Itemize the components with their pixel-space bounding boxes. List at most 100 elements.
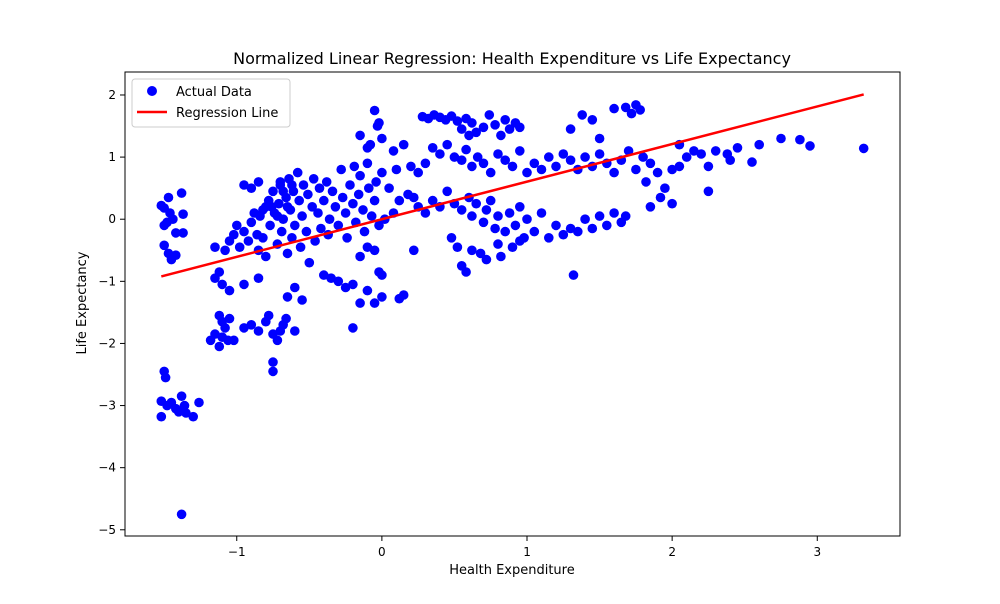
scatter-point (522, 214, 532, 224)
scatter-point (229, 335, 239, 346)
scatter-point (369, 195, 380, 206)
scatter-point (272, 335, 283, 346)
legend-box (131, 78, 291, 128)
scatter-point (220, 245, 230, 256)
scatter-point (478, 158, 489, 169)
scatter-point (301, 226, 312, 237)
scatter-point (467, 161, 477, 172)
scatter-point (355, 251, 365, 262)
plot-frame (124, 71, 901, 537)
scatter-point (461, 267, 471, 277)
legend-scatter-marker (147, 86, 157, 96)
scatter-point (265, 220, 275, 231)
scatter-point (364, 183, 374, 193)
scatter-point (268, 357, 278, 367)
scatter-point (485, 195, 496, 206)
scatter-point (268, 186, 278, 197)
scatter-point (310, 236, 320, 246)
scatter-point (504, 208, 515, 218)
scatter-point (493, 149, 503, 159)
scatter-point (427, 143, 438, 153)
scatter-point (348, 323, 358, 333)
scatter-point (239, 279, 249, 290)
scatter-point (246, 320, 257, 330)
scatter-point (374, 118, 384, 128)
scatter-point (565, 155, 576, 165)
scatter-point (282, 202, 293, 212)
scatter-point (776, 133, 786, 144)
scatter-point (178, 228, 188, 238)
chart-title: Normalized Linear Regression: Health Exp… (233, 49, 791, 68)
scatter-point (398, 290, 409, 300)
scatter-point (239, 323, 249, 333)
scatter-point (452, 242, 463, 252)
scatter-point (355, 130, 365, 141)
scatter-point (638, 152, 648, 162)
scatter-point (349, 161, 360, 172)
scatter-point (388, 146, 399, 156)
scatter-point (342, 233, 352, 243)
scatter-point (594, 211, 605, 221)
scatter-point (278, 186, 289, 197)
scatter-point (496, 251, 506, 262)
scatter-point (224, 285, 235, 296)
y-tick-label: −3 (98, 399, 116, 413)
scatter-point (333, 220, 344, 231)
scatter-point (725, 155, 735, 165)
scatter-point (290, 282, 300, 293)
scatter-point (464, 130, 474, 141)
scatter-point (568, 270, 579, 280)
y-tick-label: −1 (98, 274, 116, 288)
scatter-point (456, 124, 467, 134)
scatter-point (214, 341, 225, 352)
scatter-point (577, 110, 587, 120)
scatter-point (515, 236, 525, 246)
scatter-point (282, 292, 293, 302)
scatter-point (620, 102, 631, 113)
scatter-point (178, 209, 188, 219)
scatter-point (500, 115, 511, 125)
scatter-point (754, 139, 764, 150)
scatter-point (156, 411, 167, 422)
scatter-point (171, 250, 181, 260)
scatter-point (321, 177, 332, 187)
scatter-point (358, 205, 368, 215)
scatter-point (340, 208, 351, 218)
scatter-point (374, 220, 384, 231)
scatter-point (609, 103, 619, 114)
scatter-point (377, 292, 387, 302)
scatter-point (529, 226, 540, 237)
scatter-point (703, 186, 714, 197)
scatter-point (377, 133, 387, 144)
scatter-point (266, 202, 277, 212)
scatter-point (333, 276, 344, 287)
scatter-point (623, 146, 634, 156)
scatter-point (362, 158, 373, 169)
scatter-point (384, 183, 394, 193)
scatter-point (732, 143, 743, 153)
scatter-point (298, 180, 309, 190)
scatter-point (253, 177, 264, 187)
scatter-point (490, 120, 500, 130)
scatter-point (210, 329, 220, 339)
scatter-point (507, 242, 518, 252)
scatter-point (478, 122, 489, 133)
scatter-point (645, 158, 656, 169)
scatter-point (427, 195, 438, 206)
scatter-point (292, 167, 303, 178)
scatter-point (406, 161, 416, 172)
scatter-point (461, 144, 471, 155)
scatter-point (281, 313, 291, 324)
scatter-point (253, 326, 264, 336)
scatter-point (159, 240, 169, 251)
scatter-point (327, 186, 338, 197)
scatter-point (176, 188, 187, 198)
scatter-point (304, 257, 315, 268)
scatter-point (478, 217, 489, 228)
scatter-point (413, 167, 424, 178)
scatter-point (710, 146, 721, 156)
scatter-point (369, 105, 380, 116)
scatter-point (565, 124, 576, 134)
scatter-point (504, 124, 515, 134)
scatter-point (263, 310, 274, 321)
